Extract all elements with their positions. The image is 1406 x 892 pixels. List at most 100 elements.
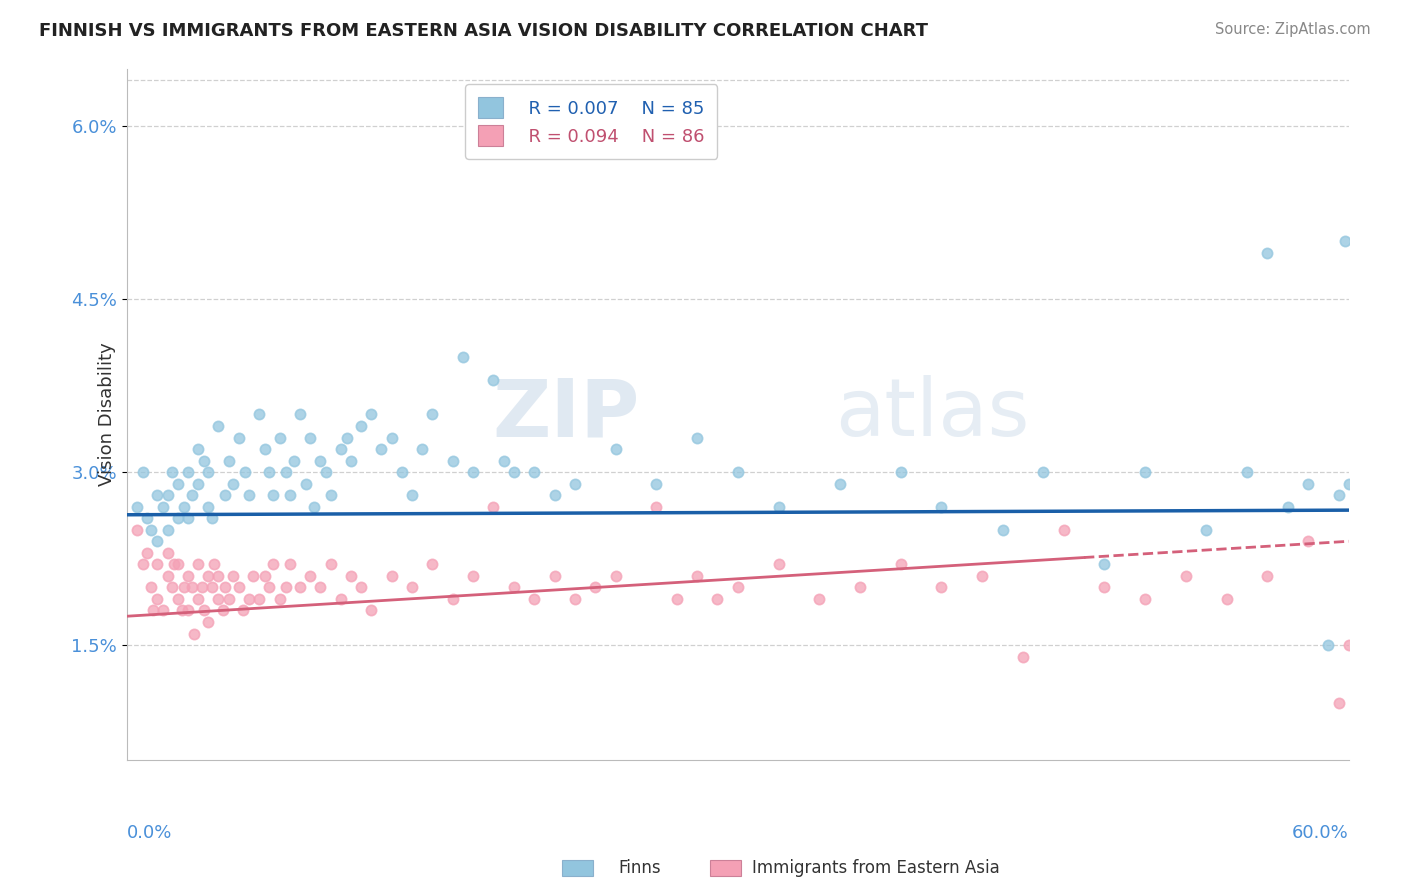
Point [214, 581, 236, 595]
Point [146, 488, 169, 502]
Legend:   R = 0.007    N = 85,   R = 0.094    N = 86: R = 0.007 N = 85, R = 0.094 N = 86 [465, 85, 717, 159]
Point [299, 569, 322, 583]
Point [420, 408, 443, 422]
Point [132, 558, 155, 572]
Point [247, 408, 270, 422]
Point [768, 558, 790, 572]
Point [299, 430, 322, 444]
Point [288, 408, 311, 422]
Point [828, 476, 851, 491]
Point [187, 476, 209, 491]
Point [211, 603, 233, 617]
Point [1337, 638, 1360, 652]
Point [181, 488, 204, 502]
Point [329, 591, 352, 606]
Point [564, 591, 586, 606]
Point [420, 558, 443, 572]
Point [191, 581, 214, 595]
Point [232, 603, 254, 617]
Text: Finns: Finns [619, 859, 661, 877]
Point [207, 591, 229, 606]
Point [543, 569, 565, 583]
Point [242, 569, 264, 583]
Point [146, 534, 169, 549]
Point [686, 430, 709, 444]
Point [441, 591, 464, 606]
Point [315, 465, 337, 479]
Point [163, 558, 186, 572]
Point [141, 581, 163, 595]
Point [187, 442, 209, 456]
Point [350, 581, 373, 595]
Point [991, 523, 1014, 537]
Text: atlas: atlas [835, 376, 1031, 453]
Point [727, 465, 749, 479]
Point [727, 581, 749, 595]
Point [197, 615, 219, 629]
Point [177, 511, 200, 525]
Point [1327, 488, 1350, 502]
Point [645, 500, 668, 514]
Point [1236, 465, 1258, 479]
Point [401, 488, 423, 502]
Point [340, 453, 363, 467]
Point [329, 442, 352, 456]
Point [931, 581, 953, 595]
Point [1012, 649, 1035, 664]
Point [972, 569, 994, 583]
Point [319, 488, 342, 502]
Point [451, 350, 474, 364]
Point [1296, 476, 1319, 491]
Point [183, 626, 205, 640]
Point [166, 476, 188, 491]
Point [177, 569, 200, 583]
Point [1094, 558, 1116, 572]
Point [197, 465, 219, 479]
Point [254, 442, 277, 456]
Point [156, 569, 179, 583]
Point [1032, 465, 1054, 479]
Point [197, 569, 219, 583]
Point [706, 591, 728, 606]
Point [1133, 591, 1156, 606]
Point [177, 603, 200, 617]
Point [170, 603, 193, 617]
Point [1256, 246, 1278, 260]
Point [146, 558, 169, 572]
Point [187, 591, 209, 606]
Y-axis label: Vision Disability: Vision Disability [98, 343, 115, 486]
Point [523, 591, 546, 606]
Point [228, 581, 250, 595]
Point [605, 442, 627, 456]
Point [141, 523, 163, 537]
Point [768, 500, 790, 514]
Point [391, 465, 413, 479]
Point [136, 511, 159, 525]
Point [686, 569, 709, 583]
Point [218, 591, 240, 606]
Point [523, 465, 546, 479]
Point [1174, 569, 1197, 583]
Point [274, 581, 297, 595]
Point [152, 500, 174, 514]
Point [156, 523, 179, 537]
Point [222, 476, 245, 491]
Point [160, 465, 183, 479]
Point [136, 546, 159, 560]
Point [1256, 569, 1278, 583]
Point [181, 581, 204, 595]
Point [1337, 476, 1360, 491]
Point [125, 523, 148, 537]
Point [166, 591, 188, 606]
Point [288, 581, 311, 595]
Text: 60.0%: 60.0% [1292, 824, 1348, 842]
Point [254, 569, 277, 583]
Point [890, 465, 912, 479]
Point [461, 465, 484, 479]
Point [247, 591, 270, 606]
Point [166, 558, 188, 572]
Point [849, 581, 872, 595]
Text: ZIP: ZIP [494, 376, 640, 453]
Point [274, 465, 297, 479]
Point [1327, 696, 1350, 710]
